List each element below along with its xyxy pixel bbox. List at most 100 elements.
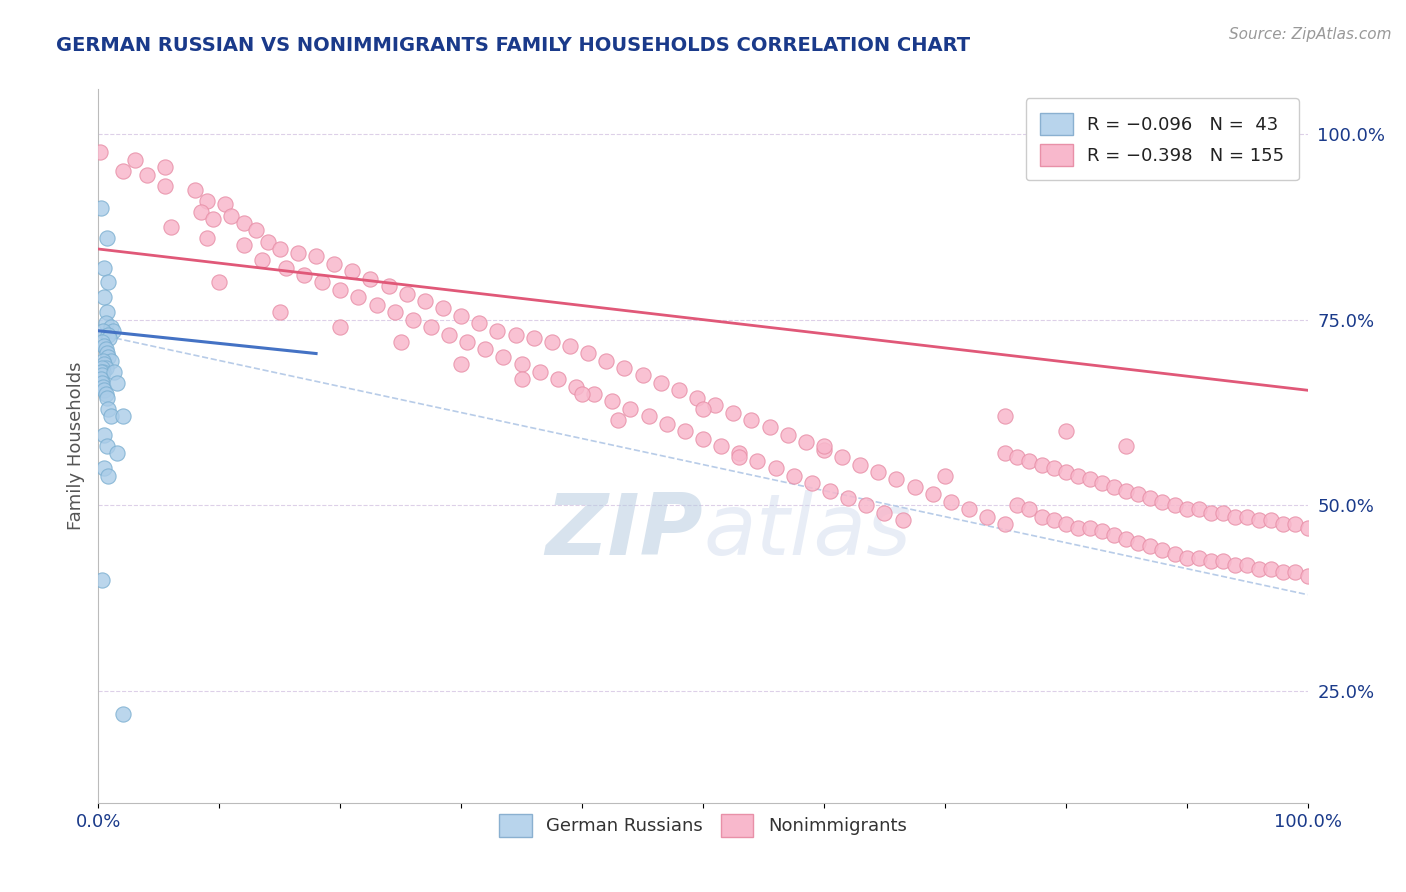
Point	[728, 450, 751, 465]
Point	[93, 260, 115, 275]
Point	[1199, 506, 1222, 520]
Point	[1128, 535, 1150, 549]
Point	[91, 365, 114, 379]
Point	[583, 387, 606, 401]
Point	[1115, 439, 1137, 453]
Point	[105, 376, 128, 390]
Point	[631, 368, 654, 383]
Point	[250, 253, 273, 268]
Point	[1236, 558, 1258, 572]
Point	[1188, 550, 1211, 565]
Point	[1031, 458, 1053, 472]
Point	[650, 376, 672, 390]
Point	[602, 394, 624, 409]
Point	[813, 442, 835, 457]
Point	[765, 461, 787, 475]
Point	[1115, 532, 1137, 546]
Point	[90, 201, 112, 215]
Point	[510, 372, 533, 386]
Point	[450, 357, 472, 371]
Point	[195, 194, 218, 208]
Point	[831, 450, 853, 465]
Point	[1102, 480, 1125, 494]
Point	[855, 499, 877, 513]
Point	[668, 384, 690, 398]
Point	[91, 368, 114, 383]
Point	[97, 401, 120, 416]
Point	[873, 506, 896, 520]
Point	[1188, 502, 1211, 516]
Point	[420, 320, 443, 334]
Point	[468, 317, 491, 331]
Point	[413, 293, 436, 308]
Point	[1042, 513, 1064, 527]
Point	[256, 235, 278, 249]
Point	[389, 334, 412, 349]
Point	[1091, 476, 1114, 491]
Point	[93, 338, 115, 352]
Point	[710, 439, 733, 453]
Point	[153, 161, 176, 175]
Point	[976, 509, 998, 524]
Point	[94, 387, 117, 401]
Point	[1054, 465, 1077, 479]
Point	[939, 494, 962, 508]
Point	[934, 468, 956, 483]
Point	[395, 286, 418, 301]
Point	[1042, 461, 1064, 475]
Point	[450, 309, 472, 323]
Point	[1223, 558, 1246, 572]
Point	[655, 417, 678, 431]
Point	[91, 573, 114, 587]
Point	[921, 487, 943, 501]
Point	[366, 298, 388, 312]
Point	[377, 279, 399, 293]
Point	[800, 476, 823, 491]
Point	[849, 458, 872, 472]
Point	[93, 461, 115, 475]
Point	[347, 290, 370, 304]
Point	[1152, 494, 1174, 508]
Point	[1163, 547, 1185, 561]
Point	[1249, 562, 1271, 576]
Point	[93, 357, 115, 371]
Point	[1284, 517, 1306, 532]
Point	[1223, 509, 1246, 524]
Point	[595, 353, 617, 368]
Point	[91, 360, 114, 375]
Point	[1007, 450, 1029, 465]
Point	[1128, 487, 1150, 501]
Point	[111, 409, 134, 424]
Point	[305, 249, 328, 264]
Point	[510, 357, 533, 371]
Point	[837, 491, 859, 505]
Point	[1175, 502, 1198, 516]
Text: atlas: atlas	[703, 490, 911, 574]
Point	[98, 331, 121, 345]
Point	[740, 413, 762, 427]
Point	[1260, 513, 1282, 527]
Point	[96, 391, 118, 405]
Point	[1236, 509, 1258, 524]
Point	[89, 145, 111, 160]
Point	[184, 182, 207, 196]
Point	[529, 365, 551, 379]
Point	[94, 317, 117, 331]
Point	[93, 290, 115, 304]
Point	[613, 360, 636, 375]
Point	[269, 242, 291, 256]
Point	[1031, 509, 1053, 524]
Point	[868, 465, 890, 479]
Point	[202, 212, 225, 227]
Point	[96, 346, 118, 360]
Point	[1139, 539, 1161, 553]
Point	[637, 409, 659, 424]
Point	[135, 168, 157, 182]
Point	[103, 365, 125, 379]
Point	[208, 276, 231, 290]
Point	[1296, 521, 1319, 535]
Point	[1102, 528, 1125, 542]
Point	[311, 276, 333, 290]
Point	[957, 502, 980, 516]
Point	[287, 245, 309, 260]
